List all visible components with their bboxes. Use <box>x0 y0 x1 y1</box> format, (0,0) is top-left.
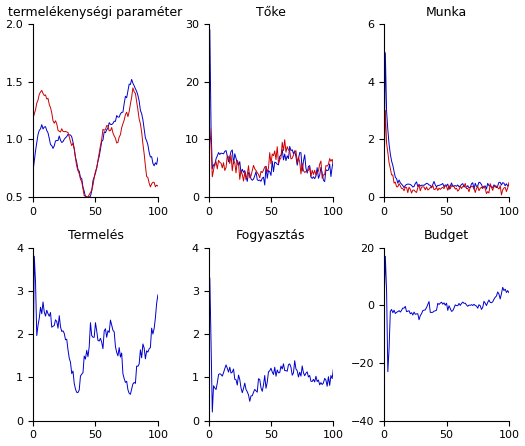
Title: Fogyasztás: Fogyasztás <box>236 229 306 242</box>
Title: Budget: Budget <box>424 229 469 242</box>
Title: Tőke: Tőke <box>256 5 286 19</box>
Title: Termelés: Termelés <box>68 229 123 242</box>
Title: Munka: Munka <box>426 5 467 19</box>
Title: termelékenységi paraméter: termelékenységi paraméter <box>8 5 183 19</box>
